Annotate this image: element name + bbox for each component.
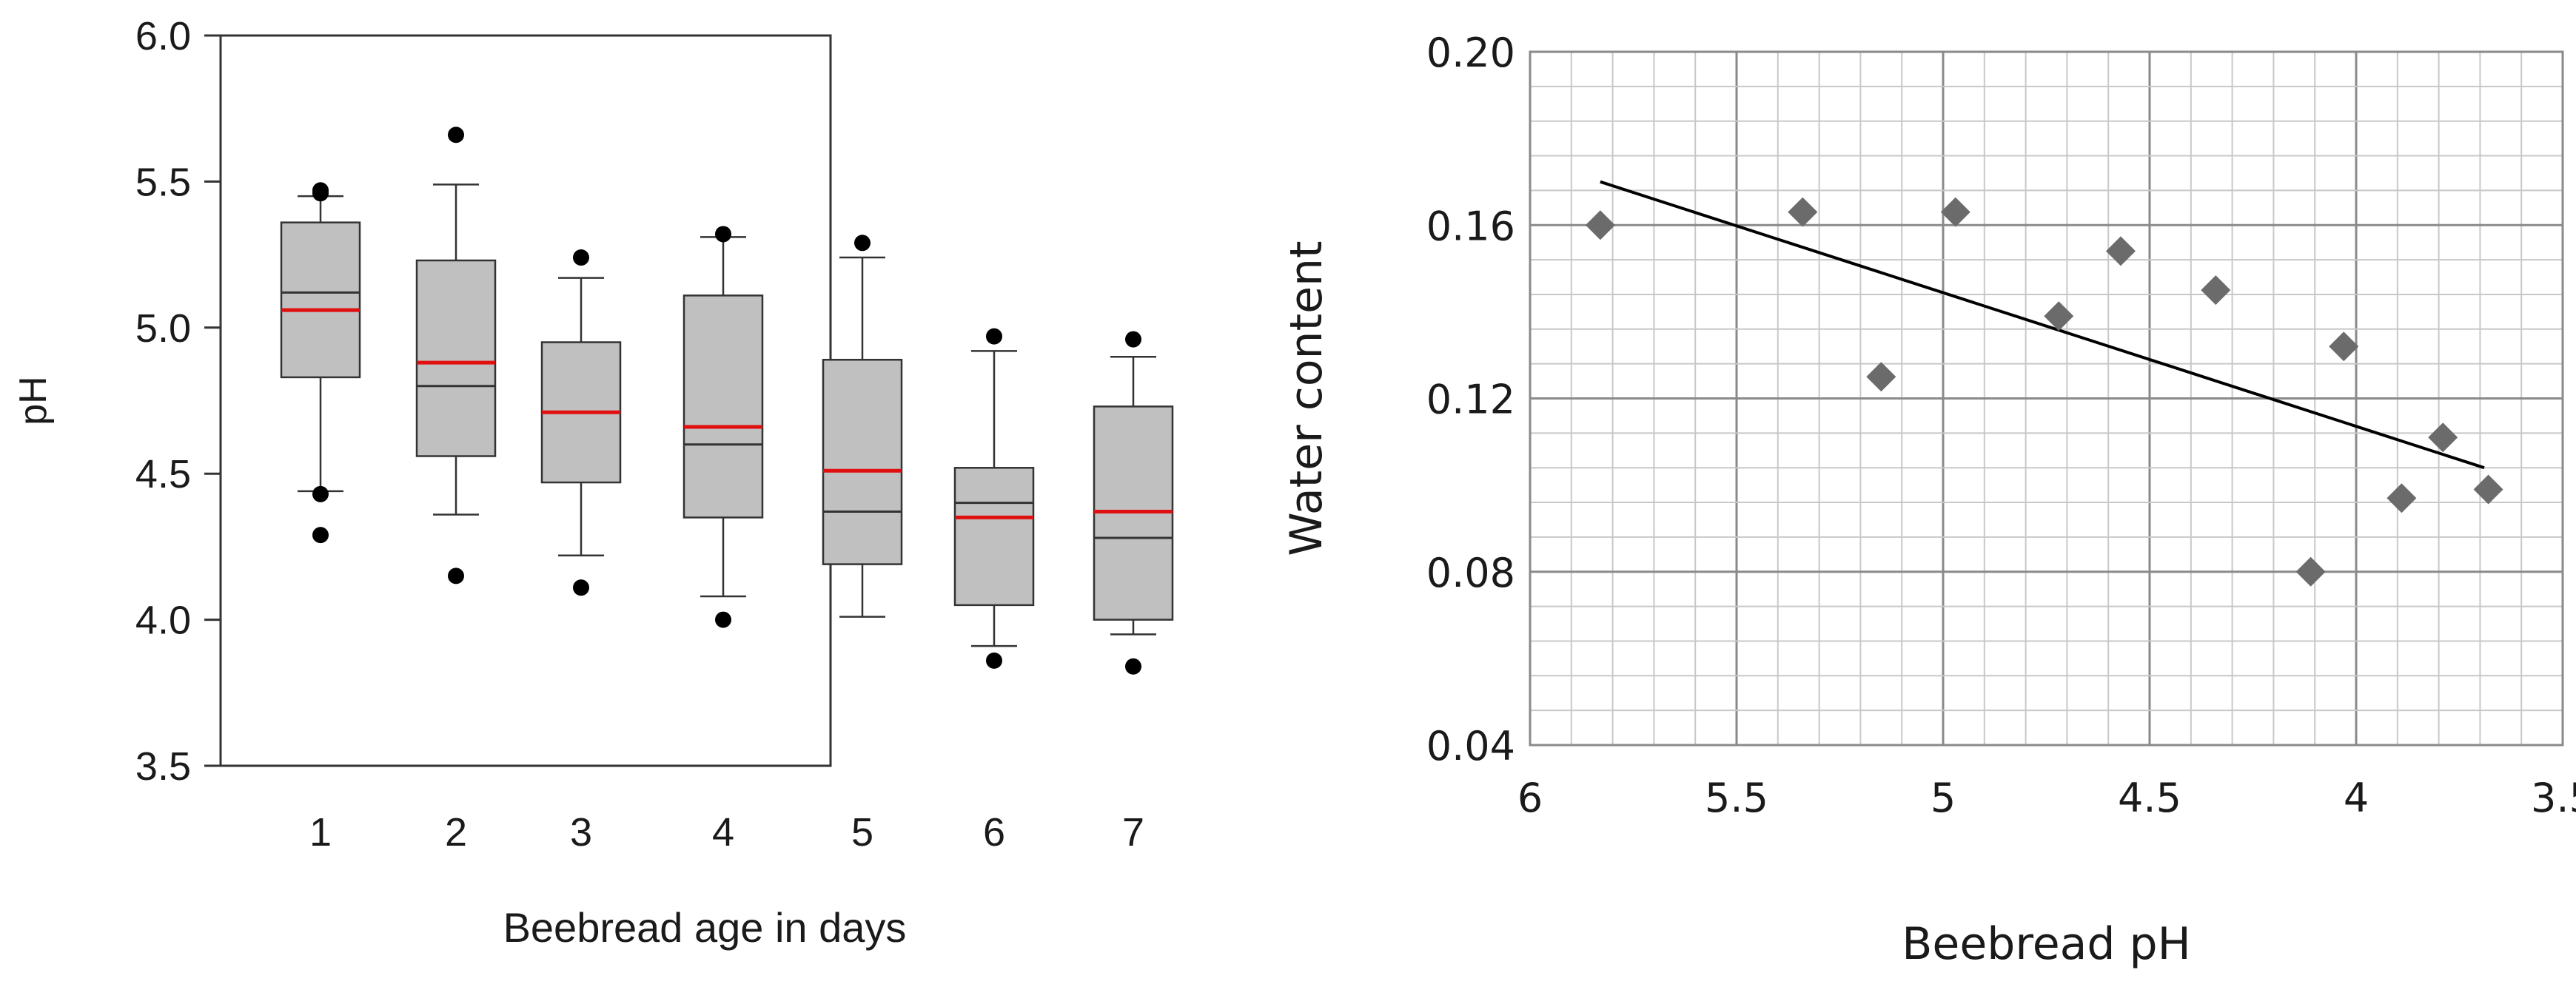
outlier-point bbox=[573, 579, 589, 596]
box-iqr bbox=[280, 221, 361, 379]
scatter-point bbox=[1788, 197, 1818, 227]
outlier-point bbox=[312, 182, 329, 199]
scatter-y-axis: 0.04 0.08 0.12 0.16 0.20 bbox=[1426, 30, 1515, 769]
boxplot-x-axis: 1 2 3 4 5 6 7 bbox=[309, 810, 1144, 855]
box-4 bbox=[682, 226, 764, 628]
outlier-point bbox=[1125, 658, 1141, 675]
x-tick-label: 3 bbox=[570, 810, 592, 855]
box-2 bbox=[415, 127, 497, 585]
boxplot-boxes bbox=[280, 127, 1174, 675]
box-iqr bbox=[682, 294, 764, 519]
outlier-point bbox=[573, 249, 589, 266]
scatter-gridlines bbox=[1529, 50, 2564, 747]
scatter-point bbox=[2295, 556, 2326, 587]
x-tick-label: 2 bbox=[445, 810, 467, 855]
box-7 bbox=[1093, 331, 1174, 675]
outlier-point bbox=[448, 567, 464, 585]
y-tick-label: 4.0 bbox=[135, 599, 191, 643]
y-tick-label: 0.04 bbox=[1426, 723, 1515, 769]
scatter-chart: 0.04 0.08 0.12 0.16 0.20 6 5.5 5 4.5 4 3.5 Water … bbox=[1281, 30, 2576, 970]
box-iqr bbox=[822, 358, 903, 565]
outlier-point bbox=[312, 485, 329, 502]
outlier-point bbox=[986, 652, 1002, 669]
boxplot-x-axis-label: Beebread age in days bbox=[503, 904, 907, 951]
y-tick-label: 0.08 bbox=[1426, 550, 1515, 596]
x-tick-label: 3.5 bbox=[2531, 775, 2576, 821]
boxplot-chart: 3.5 4.0 4.5 5.0 5.5 6.0 1 2 3 4 5 6 7 pH Beebread a… bbox=[12, 14, 1174, 951]
x-tick-label: 4.5 bbox=[2118, 775, 2181, 821]
y-tick-label: 3.5 bbox=[135, 744, 191, 789]
scatter-trendline bbox=[1600, 180, 2485, 470]
x-tick-label: 5 bbox=[1931, 775, 1956, 821]
x-tick-label: 7 bbox=[1122, 810, 1144, 855]
outlier-point bbox=[715, 611, 731, 628]
scatter-point bbox=[1585, 210, 1615, 240]
scatter-point bbox=[2428, 422, 2458, 453]
outlier-point bbox=[1125, 331, 1141, 348]
x-tick-label: 5 bbox=[851, 810, 873, 855]
box-6 bbox=[953, 328, 1035, 669]
box-iqr bbox=[415, 259, 497, 457]
y-tick-label: 4.5 bbox=[135, 452, 191, 496]
boxplot-y-axis-label: pH bbox=[12, 376, 55, 425]
x-tick-label: 6 bbox=[1517, 775, 1543, 821]
y-tick-label: 6.0 bbox=[135, 14, 191, 58]
outlier-point bbox=[986, 328, 1002, 345]
x-tick-label: 4 bbox=[2344, 775, 2369, 821]
scatter-y-axis-label: Water content bbox=[1281, 240, 1332, 556]
box-1 bbox=[280, 182, 361, 544]
scatter-point bbox=[1866, 362, 1896, 392]
box-3 bbox=[540, 249, 622, 596]
scatter-point bbox=[2044, 301, 2074, 331]
outlier-point bbox=[715, 226, 731, 243]
scatter-point bbox=[2387, 483, 2417, 513]
scatter-points bbox=[1585, 197, 2503, 587]
scatter-point bbox=[2473, 474, 2503, 505]
outlier-point bbox=[854, 235, 871, 252]
scatter-point bbox=[2201, 275, 2231, 306]
box-5 bbox=[822, 235, 903, 618]
x-tick-label: 6 bbox=[983, 810, 1005, 855]
scatter-x-axis-label: Beebread pH bbox=[1902, 918, 2190, 970]
scatter-point bbox=[2329, 331, 2359, 362]
scatter-point bbox=[2105, 236, 2136, 266]
x-tick-label: 5.5 bbox=[1705, 775, 1768, 821]
y-tick-label: 0.16 bbox=[1426, 203, 1515, 249]
scatter-point bbox=[1940, 197, 1970, 227]
boxplot-y-axis: 3.5 4.0 4.5 5.0 5.5 6.0 bbox=[135, 14, 221, 789]
outlier-point bbox=[448, 127, 464, 144]
y-tick-label: 5.5 bbox=[135, 160, 191, 204]
x-tick-label: 1 bbox=[309, 810, 332, 855]
scatter-x-axis: 6 5.5 5 4.5 4 3.5 bbox=[1517, 775, 2576, 821]
box-iqr bbox=[953, 467, 1035, 607]
scatter-plot-frame bbox=[1529, 50, 2564, 747]
x-tick-label: 4 bbox=[712, 810, 734, 855]
y-tick-label: 5.0 bbox=[135, 306, 191, 351]
outlier-point bbox=[312, 527, 329, 544]
y-tick-label: 0.12 bbox=[1426, 377, 1515, 423]
y-tick-label: 0.20 bbox=[1426, 30, 1515, 76]
